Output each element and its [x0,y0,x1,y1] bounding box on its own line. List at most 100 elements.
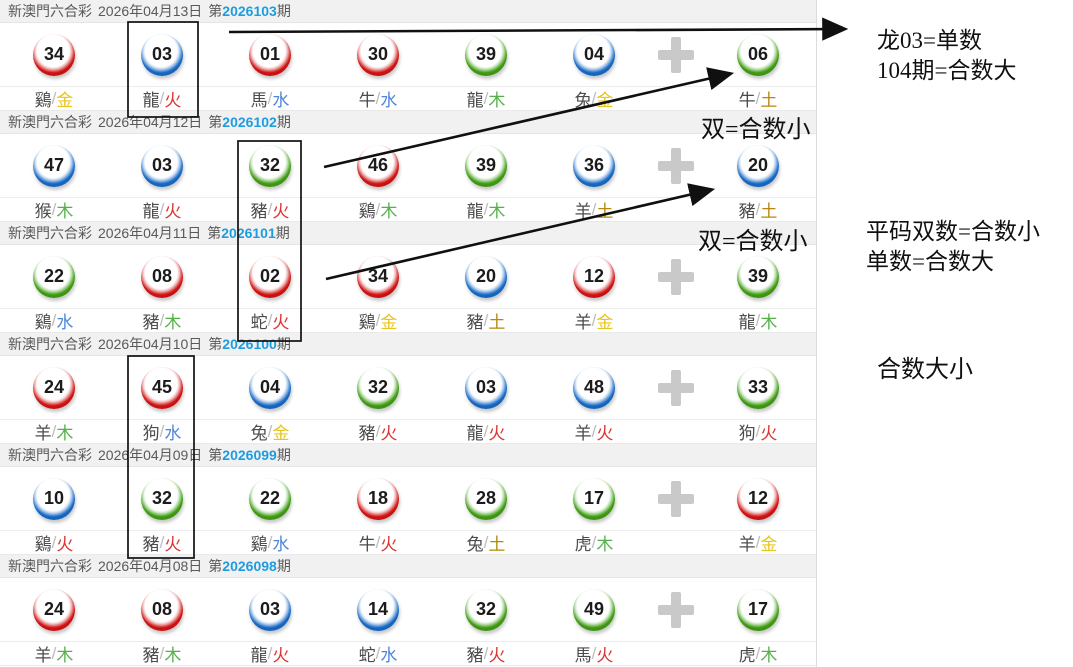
zodiac-char: 龍 [466,424,484,443]
ball-number: 32 [259,155,281,175]
label-separator: / [159,643,165,663]
ball-cell: 36 [540,144,648,187]
lottery-ball: 32 [465,588,507,631]
plus-icon [658,36,694,73]
zodiac-element-label: 鷄 / 水 [0,308,108,333]
ball-cell: 18 [324,477,432,520]
label-separator: / [483,532,489,552]
bonus-separator-cell [648,147,704,184]
element-char: 金 [380,313,398,332]
zodiac-element-label: 狗 / 水 [108,419,216,444]
ball-row: 47 03 32 46 39 36 20 [0,134,816,197]
period-prefix: 第 [208,114,223,130]
zodiac-element-label: 龍 / 火 [108,86,216,111]
site-brand: 新澳門六合彩 [8,336,92,352]
element-char: 火 [164,535,182,554]
period-number-link[interactable]: 2026103 [222,3,277,19]
zodiac-char: 豬 [738,202,756,221]
ball-row: 10 32 22 18 28 17 12 [0,467,816,530]
zodiac-element-label: 蛇 / 火 [216,308,324,333]
ball-cell: 34 [324,255,432,298]
element-char: 木 [596,535,614,554]
label-separator: / [375,421,381,441]
lottery-ball: 47 [33,144,75,187]
period-number-link[interactable]: 2026098 [222,558,277,574]
lottery-ball: 12 [737,477,779,520]
draw-header: 新澳門六合彩 2026年04月08日 第2026098期 [0,555,816,578]
site-brand: 新澳門六合彩 [8,3,92,19]
draw-block: 新澳門六合彩 2026年04月13日 第2026103期 34 03 01 30 39 04 0… [0,0,816,111]
zodiac-element-label: 虎 / 木 [540,530,648,555]
label-separator: / [51,532,57,552]
ball-cell: 30 [324,33,432,76]
ball-cell: 46 [324,144,432,187]
zodiac-char: 牛 [358,535,376,554]
zodiac-char: 鷄 [34,535,52,554]
note-dragon03-odd: 龙03=单数 [877,28,982,53]
zodiac-char: 鷄 [34,313,52,332]
zodiac-element-label: 龍 / 木 [432,197,540,222]
element-char: 火 [272,202,290,221]
zodiac-element-label: 龍 / 木 [704,308,812,333]
element-char: 水 [380,91,398,110]
zodiac-char: 龍 [142,91,160,110]
element-char: 土 [760,91,778,110]
period-number-link[interactable]: 2026099 [222,447,277,463]
label-separator: / [51,88,57,108]
ball-cell: 28 [432,477,540,520]
lottery-ball: 39 [465,144,507,187]
plus-icon [658,147,694,184]
element-char: 金 [760,535,778,554]
draw-date: 2026年04月09日 [98,447,203,463]
ball-number: 12 [747,488,769,508]
zodiac-char: 兔 [250,424,268,443]
lottery-ball: 32 [357,366,399,409]
zodiac-label-row: 鷄 / 金龍 / 火馬 / 水牛 / 水龍 / 木兔 / 金牛 / 土 [0,86,816,110]
period-suffix: 期 [276,336,291,352]
element-char: 火 [488,646,506,665]
ball-number: 06 [747,44,769,64]
zodiac-char: 羊 [574,313,592,332]
label-separator: / [159,199,165,219]
draw-block: 新澳門六合彩 2026年04月08日 第2026098期 24 08 03 14 32 49 1… [0,555,816,666]
zodiac-element-label: 豬 / 火 [216,197,324,222]
draw-block: 新澳門六合彩 2026年04月10日 第2026100期 24 45 04 32 03 48 3… [0,333,816,444]
period-number-link[interactable]: 2026101 [221,225,276,241]
label-separator: / [51,199,57,219]
ball-number: 39 [747,266,769,286]
zodiac-element-label: 豬 / 木 [108,308,216,333]
label-separator: / [375,643,381,663]
lottery-ball: 48 [573,366,615,409]
element-char: 火 [760,424,778,443]
ball-number: 20 [747,155,769,175]
lottery-ball: 01 [249,33,291,76]
zodiac-label-row: 羊 / 木豬 / 木龍 / 火蛇 / 水豬 / 火馬 / 火虎 / 木 [0,641,816,665]
ball-cell: 34 [0,33,108,76]
period-suffix: 期 [276,3,291,19]
plus-icon [658,258,694,295]
ball-number: 10 [43,488,65,508]
bonus-separator-cell [648,36,704,73]
lottery-ball: 03 [141,33,183,76]
label-separator: / [267,88,273,108]
period-number-link[interactable]: 2026102 [222,114,277,130]
ball-cell: 22 [0,255,108,298]
ball-cell: 06 [704,33,812,76]
zodiac-char: 馬 [574,646,592,665]
ball-cell: 39 [432,144,540,187]
ball-number: 03 [475,377,497,397]
period-number-link[interactable]: 2026100 [222,336,277,352]
label-separator: / [267,532,273,552]
period-prefix: 第 [208,558,223,574]
zodiac-char: 豬 [142,535,160,554]
zodiac-element-label: 蛇 / 水 [324,641,432,666]
element-char: 土 [596,202,614,221]
element-char: 土 [488,313,506,332]
zodiac-char: 狗 [142,424,160,443]
ball-number: 22 [259,488,281,508]
plus-icon [658,591,694,628]
element-char: 水 [56,313,74,332]
element-char: 木 [760,313,778,332]
zodiac-char: 馬 [250,91,268,110]
ball-number: 22 [43,266,65,286]
